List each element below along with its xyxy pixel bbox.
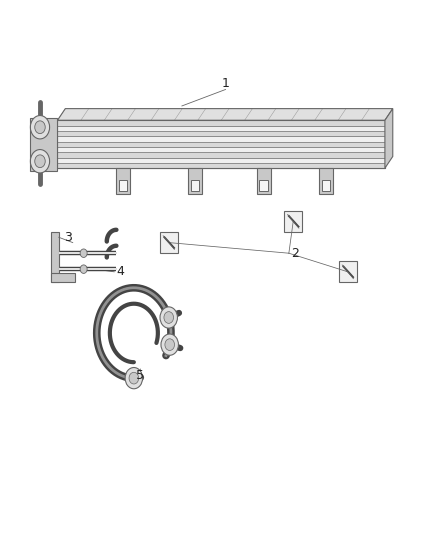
Text: 3: 3 [64,231,72,244]
Polygon shape [259,180,268,191]
Polygon shape [385,109,393,168]
Polygon shape [51,273,75,282]
Polygon shape [116,168,130,193]
Polygon shape [57,126,385,131]
Circle shape [160,307,177,328]
Circle shape [161,334,178,356]
Circle shape [164,312,173,324]
Polygon shape [257,168,271,193]
Polygon shape [191,180,199,191]
Polygon shape [188,168,202,193]
Polygon shape [160,232,177,253]
Polygon shape [339,261,357,282]
Polygon shape [57,109,393,120]
Polygon shape [57,120,385,168]
Polygon shape [57,120,385,126]
Polygon shape [57,147,385,152]
Polygon shape [30,118,57,171]
Text: 4: 4 [117,265,124,278]
Circle shape [165,339,174,351]
Polygon shape [57,142,385,147]
Circle shape [80,265,87,273]
Circle shape [80,249,87,257]
Polygon shape [57,158,385,163]
Circle shape [30,150,49,173]
Polygon shape [57,163,385,168]
Circle shape [125,368,143,389]
Polygon shape [321,180,330,191]
Polygon shape [57,131,385,136]
Circle shape [30,116,49,139]
Text: 5: 5 [136,369,145,382]
Circle shape [35,155,45,167]
Text: 2: 2 [291,247,299,260]
Polygon shape [51,232,59,282]
Polygon shape [57,136,385,142]
Text: 1: 1 [222,77,230,90]
Polygon shape [57,152,385,158]
Polygon shape [119,180,127,191]
Polygon shape [319,168,333,193]
Circle shape [129,372,139,384]
Circle shape [35,121,45,134]
Polygon shape [285,211,302,232]
